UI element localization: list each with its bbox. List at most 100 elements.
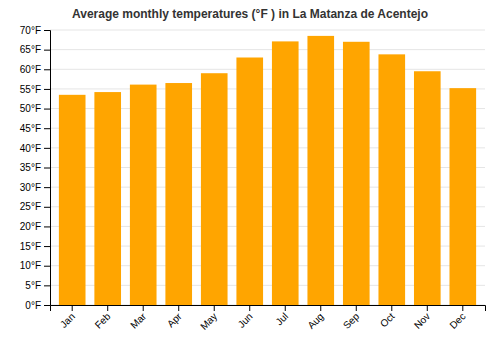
bar bbox=[236, 58, 263, 306]
x-tick-label: Jun bbox=[236, 311, 255, 330]
y-tick: 10°F bbox=[20, 260, 50, 271]
y-tick: 15°F bbox=[20, 241, 50, 252]
x-axis: Jan Feb Mar Apr May Jun Jul Aug Sep Oct Nov Dec bbox=[51, 305, 486, 332]
y-tick: 55°F bbox=[20, 84, 50, 95]
x-axis-line bbox=[51, 306, 486, 312]
plot-area: 0°F 5°F 10°F 15°F 20°F 25°F 30°F 35°F 40°F 45°F 50… bbox=[20, 25, 486, 332]
y-tick-mark bbox=[44, 246, 50, 247]
y-tick-label: 35°F bbox=[20, 162, 41, 173]
chart-container: 0°F 5°F 10°F 15°F 20°F 25°F 30°F 35°F 40°F 45°F 50… bbox=[0, 0, 500, 350]
x-tick-mark bbox=[285, 305, 286, 311]
x-tick: Jul bbox=[273, 305, 290, 327]
bar bbox=[343, 42, 370, 305]
grid-line bbox=[50, 30, 485, 31]
x-tick-label: Sep bbox=[341, 310, 362, 331]
bar bbox=[130, 85, 157, 305]
grid-line bbox=[50, 49, 485, 50]
y-tick: 60°F bbox=[20, 64, 50, 75]
bar bbox=[272, 41, 299, 305]
chart-svg: 0°F 5°F 10°F 15°F 20°F 25°F 30°F 35°F 40°F 45°F 50… bbox=[0, 0, 500, 350]
x-tick-label: Jan bbox=[58, 311, 77, 330]
y-tick-label: 30°F bbox=[20, 182, 41, 193]
y-tick-mark bbox=[44, 305, 50, 306]
y-tick: 50°F bbox=[20, 103, 50, 114]
y-tick-mark bbox=[44, 187, 50, 188]
grid-line bbox=[50, 69, 485, 70]
y-tick-label: 40°F bbox=[20, 143, 41, 154]
x-tick-mark bbox=[356, 305, 357, 311]
x-tick: Apr bbox=[165, 305, 184, 329]
x-tick-label: Aug bbox=[305, 311, 325, 331]
y-tick: 65°F bbox=[20, 44, 50, 55]
y-tick: 25°F bbox=[20, 201, 50, 212]
x-tick: Aug bbox=[305, 305, 325, 331]
title: Average monthly temperatures (°F ) in La… bbox=[72, 7, 428, 21]
x-tick-mark bbox=[72, 305, 73, 311]
x-tick-mark bbox=[107, 305, 108, 311]
bar bbox=[307, 36, 334, 305]
y-axis: 0°F 5°F 10°F 15°F 20°F 25°F 30°F 35°F 40°F 45°F 50… bbox=[20, 25, 51, 311]
x-tick-mark bbox=[427, 305, 428, 311]
y-tick-label: 65°F bbox=[20, 44, 41, 55]
x-tick-label: Dec bbox=[447, 311, 467, 331]
y-tick-label: 0°F bbox=[25, 300, 41, 311]
y-tick-label: 20°F bbox=[20, 221, 41, 232]
y-tick-label: 10°F bbox=[20, 260, 41, 271]
x-tick: Sep bbox=[341, 305, 362, 331]
y-tick-mark bbox=[44, 285, 50, 286]
x-tick-mark bbox=[462, 305, 463, 311]
bar bbox=[414, 71, 441, 305]
y-tick-mark bbox=[44, 266, 50, 267]
y-tick-mark bbox=[44, 50, 50, 51]
x-tick-label: Jul bbox=[273, 311, 290, 328]
x-tick: Oct bbox=[378, 305, 397, 329]
y-tick: 30°F bbox=[20, 182, 50, 193]
y-tick-mark bbox=[44, 168, 50, 169]
x-tick-mark bbox=[178, 305, 179, 311]
marks bbox=[59, 36, 476, 305]
x-tick-label: May bbox=[198, 311, 219, 332]
y-tick-mark bbox=[44, 109, 50, 110]
x-tick: Mar bbox=[128, 305, 148, 331]
y-tick-label: 60°F bbox=[20, 64, 41, 75]
y-tick: 5°F bbox=[25, 280, 50, 291]
grid bbox=[50, 30, 485, 305]
y-tick-label: 45°F bbox=[20, 123, 41, 134]
bar bbox=[201, 73, 228, 305]
bar bbox=[165, 83, 192, 305]
x-tick-label: Oct bbox=[378, 311, 397, 330]
x-tick-label: Feb bbox=[93, 310, 113, 330]
x-tick: Jun bbox=[236, 305, 255, 330]
y-tick: 20°F bbox=[20, 221, 50, 232]
x-tick-label: Nov bbox=[412, 311, 432, 331]
y-tick-mark bbox=[44, 89, 50, 90]
x-tick-mark bbox=[320, 305, 321, 311]
y-tick-label: 5°F bbox=[25, 280, 41, 291]
y-tick-label: 15°F bbox=[20, 241, 41, 252]
bar bbox=[59, 95, 86, 305]
y-tick-label: 55°F bbox=[20, 84, 41, 95]
x-tick-label: Apr bbox=[165, 310, 184, 329]
x-tick: Jan bbox=[58, 305, 77, 330]
y-tick-label: 50°F bbox=[20, 103, 41, 114]
bar bbox=[378, 54, 405, 305]
y-axis-line bbox=[44, 31, 51, 306]
y-tick: 45°F bbox=[20, 123, 50, 134]
x-tick: May bbox=[198, 305, 219, 332]
y-tick: 35°F bbox=[20, 162, 50, 173]
x-tick: Feb bbox=[93, 305, 113, 331]
x-tick: Dec bbox=[447, 305, 467, 331]
bar bbox=[449, 88, 476, 305]
y-tick-mark bbox=[44, 128, 50, 129]
y-tick-mark bbox=[44, 207, 50, 208]
x-tick: Nov bbox=[412, 305, 432, 331]
y-tick-mark bbox=[44, 148, 50, 149]
y-tick-mark bbox=[44, 226, 50, 227]
y-tick: 70°F bbox=[20, 25, 50, 36]
x-tick-mark bbox=[214, 305, 215, 311]
y-tick-label: 70°F bbox=[20, 25, 41, 36]
x-tick-mark bbox=[391, 305, 392, 311]
y-tick-label: 25°F bbox=[20, 201, 41, 212]
y-tick: 0°F bbox=[25, 300, 50, 311]
bar bbox=[94, 92, 121, 305]
